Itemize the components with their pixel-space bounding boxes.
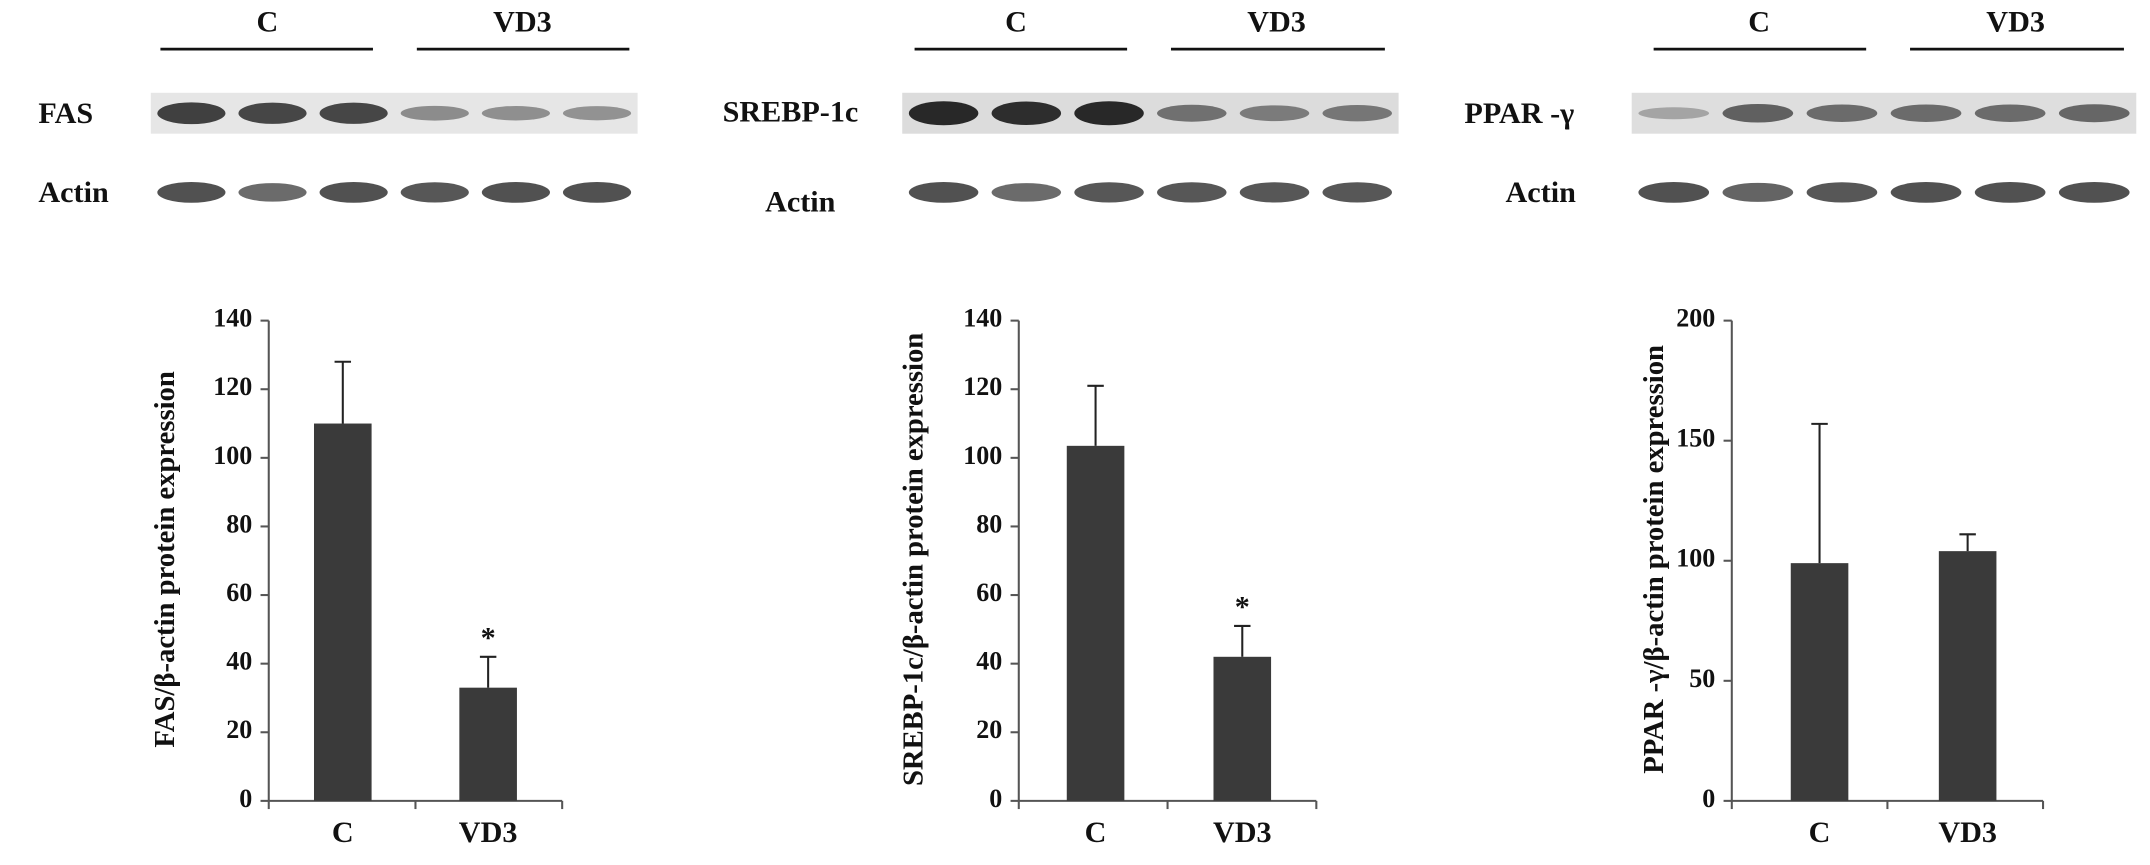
blot-band <box>238 102 307 124</box>
y-tick-label: 140 <box>963 304 1002 333</box>
blot-row-label: SREBP-1c <box>723 95 859 129</box>
blot-band <box>319 182 388 203</box>
blot-band <box>2058 104 2130 123</box>
y-tick-label: 0 <box>1702 784 1715 813</box>
blot-band <box>1239 105 1310 122</box>
bar <box>313 423 372 801</box>
bar <box>1213 656 1272 801</box>
error-bar <box>1234 624 1251 657</box>
y-tick-label: 100 <box>963 441 1002 470</box>
y-tick-label: 80 <box>976 509 1002 538</box>
blot-band <box>1638 182 1710 203</box>
blot-band <box>157 182 226 203</box>
blot-band <box>991 183 1062 202</box>
x-tick-label: C <box>1085 815 1107 849</box>
blot-row-label: FAS <box>38 96 93 130</box>
blot-band <box>1074 101 1144 126</box>
y-tick-label: 20 <box>976 715 1002 744</box>
x-tick-label: C <box>1809 815 1831 849</box>
blot-row-label: PPAR -γ <box>1464 96 1574 130</box>
error-bar <box>1959 533 1976 552</box>
blot-band <box>1890 104 1962 122</box>
error-bar <box>1811 422 1828 564</box>
bar <box>1066 445 1125 801</box>
blot-band <box>1322 182 1392 203</box>
blot-band <box>908 101 979 126</box>
blot-band <box>1239 182 1310 203</box>
bar <box>1938 551 1997 801</box>
blot-strip <box>150 92 638 134</box>
y-tick-label: 100 <box>1676 544 1715 573</box>
x-tick-label: VD3 <box>1213 815 1272 849</box>
blot-band <box>908 182 979 203</box>
error-bar <box>334 360 352 424</box>
y-tick-label: 150 <box>1676 424 1715 453</box>
y-tick-label: 80 <box>226 509 252 538</box>
blot-band <box>562 106 632 121</box>
blot-group-label: C <box>256 5 278 39</box>
blot-strip <box>1631 92 2137 134</box>
blot-band <box>481 182 550 203</box>
error-bar <box>479 655 497 688</box>
blot-band <box>238 183 307 202</box>
blot-band <box>1806 182 1878 203</box>
y-tick-label: 100 <box>213 441 252 470</box>
blot-group-label: C <box>1005 5 1027 39</box>
y-tick-label: 0 <box>989 784 1002 813</box>
y-tick-label: 0 <box>239 784 252 813</box>
blot-band <box>1974 104 2046 122</box>
significance-marker: * <box>1235 590 1250 624</box>
blot-band <box>157 102 226 125</box>
blot-band <box>1722 103 1794 123</box>
blot-row-label: Actin <box>38 175 109 209</box>
blot-row-label: Actin <box>1506 175 1577 209</box>
y-tick-label: 120 <box>963 372 1002 401</box>
error-bar <box>1087 384 1104 446</box>
y-axis-label: PPAR -γ/β-actin protein expression <box>1638 345 1670 774</box>
x-tick-label: VD3 <box>1938 815 1997 849</box>
y-axis-label: FAS/β-actin protein expression <box>149 371 181 747</box>
blot-band <box>481 106 550 121</box>
y-tick-label: 20 <box>226 715 252 744</box>
x-tick-label: C <box>332 815 354 849</box>
blot-band <box>991 101 1062 125</box>
y-tick-label: 60 <box>976 578 1002 607</box>
blot-band <box>1157 182 1227 203</box>
significance-marker: * <box>481 620 496 654</box>
blot-band <box>562 182 632 203</box>
blot-band <box>319 102 388 124</box>
bar <box>459 687 517 801</box>
y-tick-label: 40 <box>976 647 1002 676</box>
blot-band <box>1322 105 1392 122</box>
y-tick-label: 140 <box>213 304 252 333</box>
y-tick-label: 50 <box>1689 664 1715 693</box>
blot-row-label: Actin <box>765 185 836 219</box>
blot-band <box>1157 104 1227 122</box>
bar <box>1790 563 1849 801</box>
blot-strip <box>902 92 1399 134</box>
blot-band <box>400 105 469 121</box>
blot-band <box>1974 182 2046 203</box>
blot-band <box>1074 182 1144 203</box>
blot-band <box>400 182 469 203</box>
y-tick-label: 120 <box>213 372 252 401</box>
x-tick-label: VD3 <box>459 815 518 849</box>
y-axis-label: SREBP-1c/β-actin protein expression <box>897 333 929 786</box>
blot-group-label: VD3 <box>1986 5 2045 39</box>
blot-band <box>1722 182 1794 202</box>
blot-group-label: VD3 <box>1247 5 1306 39</box>
blot-band <box>1638 107 1710 120</box>
blot-band <box>1806 104 1878 122</box>
blot-group-label: C <box>1748 5 1770 39</box>
blot-band <box>1890 182 1962 203</box>
blot-group-label: VD3 <box>493 5 552 39</box>
y-tick-label: 40 <box>226 647 252 676</box>
blot-band <box>2058 182 2130 203</box>
y-tick-label: 60 <box>226 578 252 607</box>
y-tick-label: 200 <box>1676 304 1715 333</box>
